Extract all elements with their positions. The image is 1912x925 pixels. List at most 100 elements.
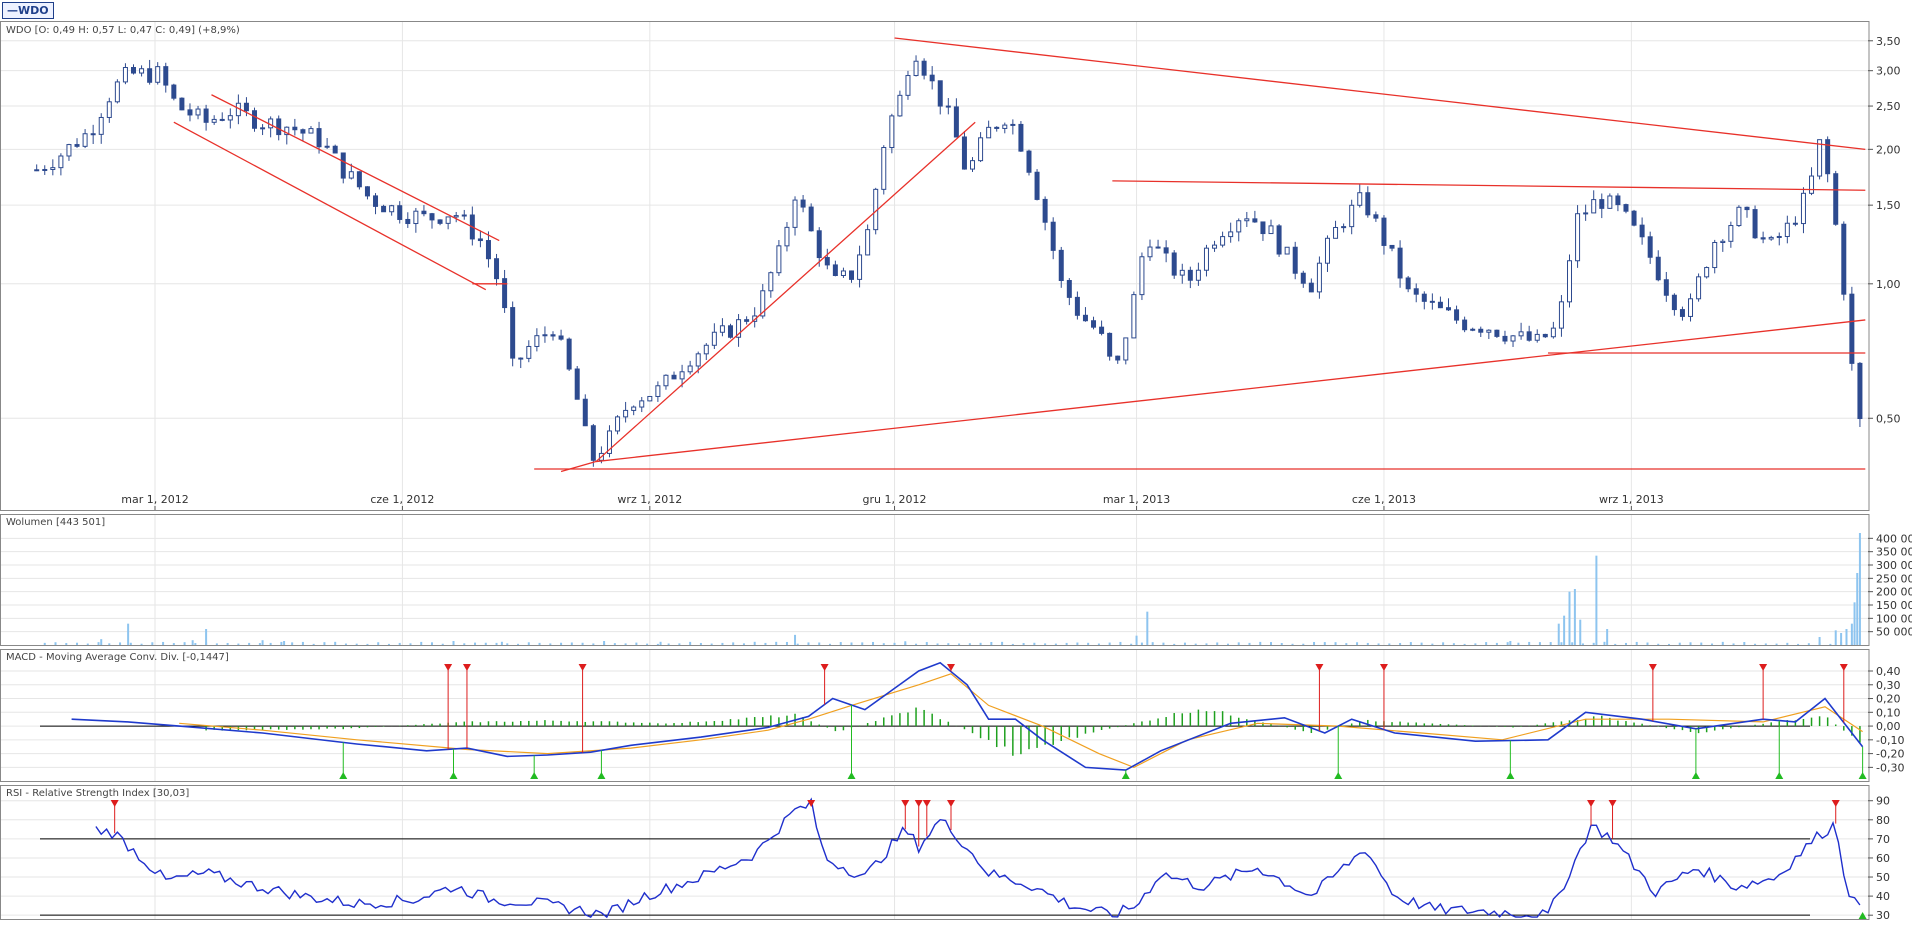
- price-candle-down: [1187, 269, 1193, 281]
- price-candle-down: [1413, 288, 1419, 295]
- volume-bar: [1571, 642, 1574, 645]
- volume-bar: [1291, 643, 1294, 645]
- volume-bar: [1366, 642, 1369, 645]
- price-candle-down: [130, 67, 136, 74]
- price-candle-down: [34, 169, 40, 172]
- volume-bar: [183, 642, 186, 645]
- volume-y-tick-label: 250 000: [1876, 572, 1912, 585]
- price-candle-up: [1010, 123, 1016, 126]
- volume-bar: [500, 641, 503, 645]
- volume-bar: [549, 643, 552, 645]
- volume-bar: [409, 643, 412, 645]
- price-candle-down: [1639, 224, 1645, 238]
- price-candle-up: [1341, 226, 1347, 229]
- price-candle-up: [413, 210, 419, 225]
- volume-bar: [1786, 642, 1789, 645]
- volume-bar: [1194, 643, 1197, 645]
- volume-bar: [947, 643, 950, 645]
- volume-bar: [517, 643, 520, 645]
- price-candle-down: [1825, 139, 1831, 175]
- volume-bar: [323, 642, 326, 645]
- macd-y-tick-label: -0,20: [1876, 748, 1904, 761]
- volume-bar: [1700, 642, 1703, 645]
- price-candle-down: [421, 210, 427, 215]
- price-candle-down: [994, 126, 1000, 129]
- price-candle-down: [300, 129, 306, 134]
- price-candle-up: [1736, 206, 1742, 227]
- price-candle-up: [389, 205, 395, 213]
- volume-bar: [1205, 643, 1208, 645]
- price-candle-up: [42, 168, 48, 171]
- price-candle-up: [1607, 195, 1613, 209]
- price-candle-down: [582, 398, 588, 427]
- macd-buy-marker: [1121, 772, 1130, 779]
- volume-bar: [1528, 641, 1531, 645]
- macd-sell-marker: [444, 664, 453, 671]
- volume-bar: [1033, 642, 1036, 645]
- macd-y-tick-label: 0,20: [1876, 693, 1901, 706]
- macd-sell-marker: [1839, 664, 1848, 671]
- macd-sell-marker: [947, 664, 955, 671]
- volume-bar: [1485, 642, 1488, 645]
- volume-bar: [828, 643, 831, 645]
- macd-buy-marker: [449, 772, 458, 779]
- price-candle-up: [542, 334, 548, 337]
- volume-bar: [1853, 602, 1856, 645]
- volume-bar: [1022, 643, 1025, 645]
- macd-buy-marker: [1506, 772, 1515, 779]
- price-candle-up: [784, 226, 790, 247]
- macd-buy-marker: [1334, 772, 1343, 779]
- price-candle-up: [1550, 327, 1556, 338]
- macd-sell-marker: [1759, 664, 1768, 671]
- volume-bar: [1065, 642, 1068, 645]
- price-candle-up: [1720, 240, 1726, 244]
- rsi-y-tick-label: 80: [1876, 814, 1890, 827]
- macd-sell-marker: [1648, 664, 1657, 671]
- volume-bar: [248, 642, 251, 645]
- volume-bar: [581, 642, 584, 645]
- price-candle-up: [695, 353, 701, 367]
- price-candle-down: [1026, 150, 1032, 173]
- rsi-line: [95, 797, 1861, 919]
- price-candle-down: [1276, 225, 1282, 255]
- price-candle-up: [655, 385, 661, 397]
- volume-bar: [1754, 643, 1757, 645]
- price-candle-down: [485, 240, 491, 260]
- macd-sell-marker: [820, 664, 829, 671]
- price-candle-up: [1712, 242, 1718, 269]
- volume-bar: [678, 643, 681, 645]
- volume-y-tick-label: 150 000: [1876, 599, 1912, 612]
- volume-bar: [689, 641, 692, 645]
- price-candle-up: [760, 290, 766, 317]
- price-candle-up: [1357, 192, 1363, 206]
- price-candle-up: [913, 60, 919, 77]
- price-candle-up: [1195, 269, 1201, 281]
- symbol-legend[interactable]: —WDO: [2, 2, 54, 19]
- price-candle-up: [905, 75, 911, 96]
- price-candle-up: [615, 416, 621, 432]
- price-candle-up: [82, 133, 88, 147]
- price-candle-down: [1454, 309, 1460, 321]
- price-candle-down: [405, 218, 411, 225]
- price-candle-up: [324, 145, 330, 148]
- price-candle-down: [1300, 272, 1306, 284]
- price-candle-up: [768, 272, 774, 292]
- price-candle-down: [316, 128, 322, 148]
- volume-bar: [1323, 642, 1326, 645]
- price-y-tick-label: 0,50: [1876, 412, 1901, 425]
- volume-bar: [54, 642, 57, 645]
- volume-bar: [76, 642, 79, 645]
- price-candle-up: [122, 67, 128, 83]
- price-candle-up: [1324, 237, 1330, 264]
- volume-bar: [1721, 641, 1724, 645]
- price-candle-up: [58, 155, 64, 169]
- volume-bar: [1097, 643, 1100, 645]
- x-tick-label: mar 1, 2013: [1103, 493, 1170, 506]
- price-candle-up: [461, 214, 467, 217]
- volume-bar: [1563, 615, 1566, 645]
- price-candle-down: [1252, 218, 1258, 223]
- price-candle-down: [1760, 237, 1766, 240]
- volume-bar: [1850, 623, 1853, 645]
- price-candle-up: [1486, 329, 1492, 333]
